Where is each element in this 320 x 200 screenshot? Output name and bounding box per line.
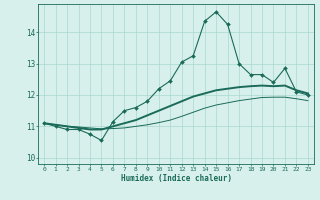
X-axis label: Humidex (Indice chaleur): Humidex (Indice chaleur): [121, 174, 231, 183]
